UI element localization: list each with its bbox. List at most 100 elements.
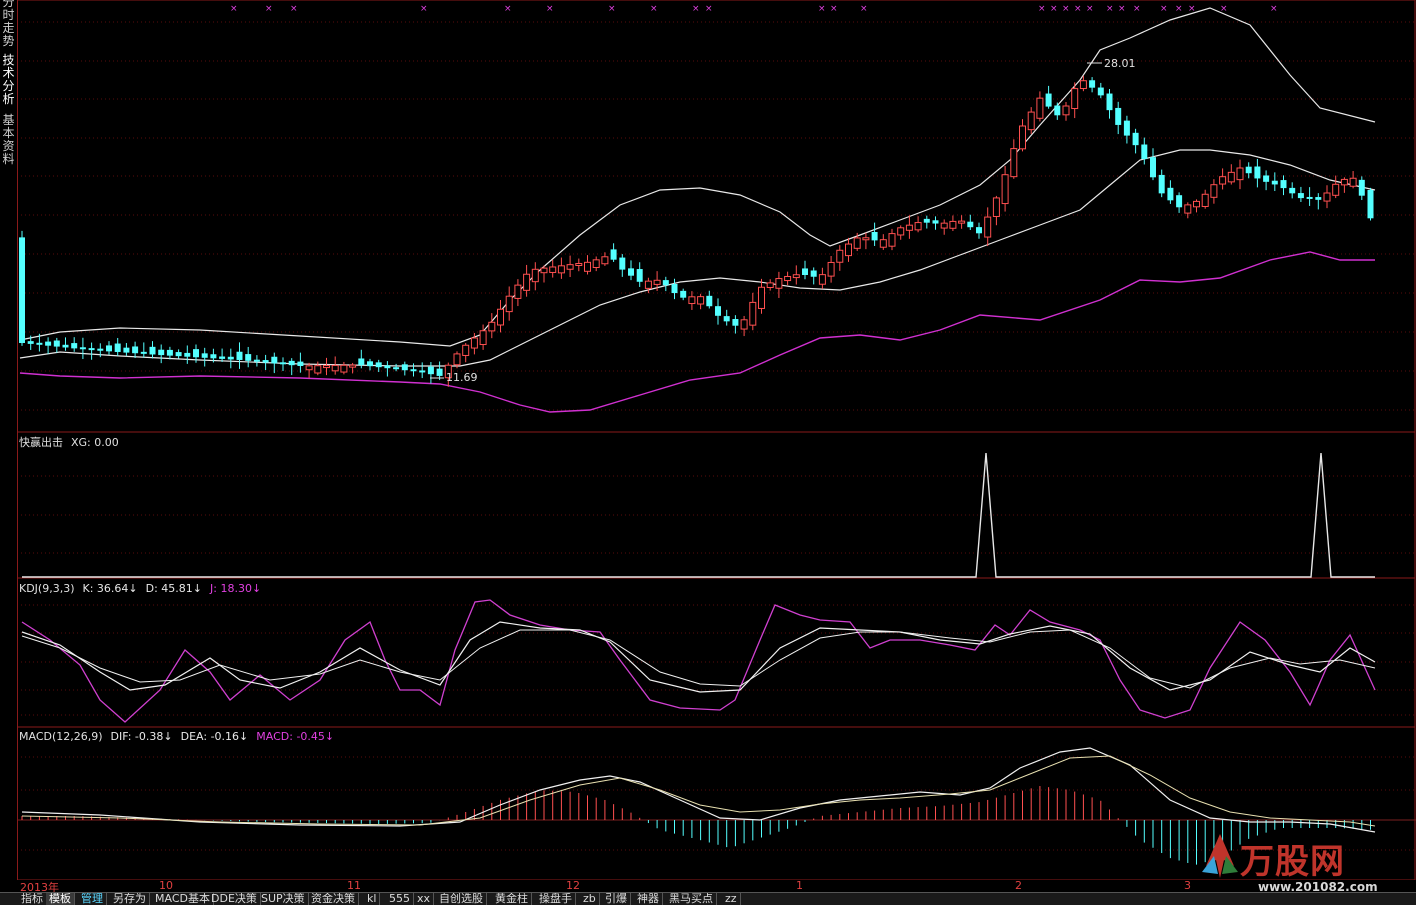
candle-body xyxy=(1150,157,1156,178)
signal-marker: × xyxy=(1175,4,1183,14)
indicator-tab[interactable]: zz xyxy=(722,893,741,905)
candle-body xyxy=(1263,175,1270,182)
indicator-tab-bar: 指标 模板 管理 另存为 MACD基本 DDE决策 SUP决策 资金决策 kl 555 xx 自创选股… xyxy=(0,892,1416,905)
signal-marker: × xyxy=(1086,4,1094,14)
candle-body xyxy=(88,348,95,351)
candle-body xyxy=(1184,204,1192,214)
signal-marker: × xyxy=(692,4,700,14)
candle-body xyxy=(662,280,669,286)
candle-body xyxy=(749,301,757,326)
candle-body xyxy=(158,349,165,356)
indicator-tab[interactable]: 模板 xyxy=(46,893,75,905)
boll-lower-line xyxy=(19,251,1375,413)
indicator-tab[interactable]: 管理 xyxy=(78,893,107,905)
side-tab-fundamentals[interactable]: 基本资料 xyxy=(2,113,15,166)
candle-body xyxy=(1106,93,1113,111)
candle-body xyxy=(210,354,217,359)
indicator-tab[interactable]: 神器 xyxy=(634,893,663,905)
candle-body xyxy=(619,257,626,270)
indicator-tab[interactable]: MACD基本 xyxy=(152,893,214,905)
side-tab-technical[interactable]: 技术分析 xyxy=(2,53,15,106)
indicator-tab[interactable]: 555 xyxy=(386,893,414,905)
signal-marker: × xyxy=(818,4,826,14)
candle-body xyxy=(1089,80,1096,88)
indicator-tab[interactable]: 引爆 xyxy=(602,893,631,905)
panel-frame xyxy=(16,0,1416,433)
candle-body xyxy=(671,283,678,294)
candle-body xyxy=(271,356,278,364)
candle-body xyxy=(862,237,870,241)
indicator-tab[interactable]: 资金决策 xyxy=(308,893,359,905)
signal-marker: × xyxy=(650,4,658,14)
candle-body xyxy=(479,330,487,346)
candle-body xyxy=(827,261,835,277)
candle-body xyxy=(393,367,400,370)
signal-marker: × xyxy=(1062,4,1070,14)
indicator-tab[interactable]: 黑马买点 xyxy=(666,893,717,905)
candle-body xyxy=(1289,187,1296,194)
candle-body xyxy=(1010,148,1018,178)
candle-body xyxy=(106,345,112,352)
candle-body xyxy=(1245,166,1252,174)
indicator-tab[interactable]: zb xyxy=(580,893,600,905)
indicator-tab[interactable]: 自创选股 xyxy=(436,893,487,905)
indicator-tab[interactable]: SUP决策 xyxy=(258,893,309,905)
candle-body xyxy=(897,227,905,236)
chart-canvas[interactable]: × × × × × × × × × × × × × × × × × × × × × × × × × × xyxy=(0,0,1416,880)
candle-body xyxy=(610,249,617,260)
side-tab-bar: 分时走势 技术分析 基本资料 xyxy=(0,0,18,880)
indicator-tab[interactable]: kl xyxy=(364,893,381,905)
xg-panel-title: 快赢出击 XG: 0.00 xyxy=(19,434,127,450)
candle-body xyxy=(1054,105,1061,116)
candle-body xyxy=(166,349,173,356)
candle-body xyxy=(758,286,765,309)
candle-body xyxy=(1297,193,1304,199)
indicator-tab[interactable]: 黄金柱 xyxy=(492,893,532,905)
candle-body xyxy=(636,269,643,282)
candle-body xyxy=(549,266,557,273)
candle-body xyxy=(818,274,826,285)
candle-body xyxy=(436,368,443,376)
candle-body xyxy=(949,220,957,229)
signal-marker: × xyxy=(830,4,838,14)
indicator-tab[interactable]: 另存为 xyxy=(110,893,150,905)
candle-body xyxy=(45,341,52,346)
candle-body xyxy=(184,352,191,357)
candle-body xyxy=(1349,177,1357,187)
indicator-tab[interactable]: 操盘手 xyxy=(536,893,576,905)
candle-body xyxy=(1227,171,1235,183)
candle-body xyxy=(71,343,78,349)
candle-body xyxy=(914,222,922,231)
candle-body xyxy=(19,237,25,343)
macd-dea-value: DEA: -0.16↓ xyxy=(180,730,249,743)
indicator-tab[interactable]: 指标 xyxy=(18,893,47,905)
candle-body xyxy=(888,233,896,247)
time-label: 2013年 xyxy=(20,881,59,894)
candle-body xyxy=(871,232,878,241)
candle-body xyxy=(1027,111,1035,131)
candle-body xyxy=(1254,166,1261,179)
candle-body xyxy=(358,358,365,366)
candle-body xyxy=(688,296,696,305)
candle-body xyxy=(1201,193,1209,207)
candle-body xyxy=(1315,197,1322,200)
signal-marker: × xyxy=(230,4,238,14)
indicator-tab[interactable]: DDE决策 xyxy=(208,893,261,905)
arrow-logo-icon xyxy=(1202,834,1238,878)
site-logo: 万股网 www.201082.com xyxy=(1200,822,1400,894)
candle-body xyxy=(540,267,548,274)
signal-marker: × xyxy=(608,4,616,14)
candle-body xyxy=(1071,88,1079,110)
time-label: 1 xyxy=(796,879,803,892)
candle-body xyxy=(410,369,417,372)
candle-body xyxy=(1115,107,1122,125)
time-axis: 2013年 10 11 12 1 2 3 xyxy=(17,879,1416,894)
candle-body xyxy=(384,365,391,369)
candle-body xyxy=(802,268,808,275)
logo-url: www.201082.com xyxy=(1258,880,1378,894)
indicator-tab[interactable]: xx xyxy=(414,893,435,905)
signal-marker: × xyxy=(1074,4,1082,14)
candle-body xyxy=(1062,105,1070,116)
side-tab-intraday[interactable]: 分时走势 xyxy=(2,0,15,48)
signal-marker: × xyxy=(1220,4,1228,14)
